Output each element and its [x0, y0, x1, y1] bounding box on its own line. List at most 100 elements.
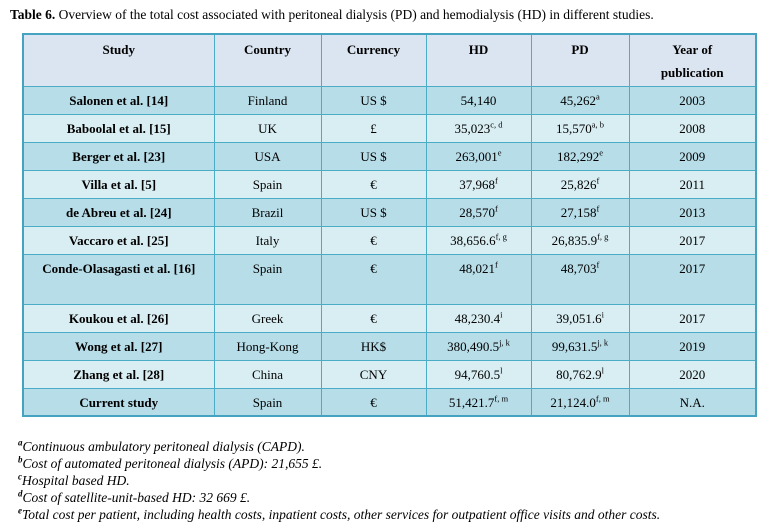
- cell-study: Villa et al. [5]: [22, 169, 215, 199]
- footnotes: aContinuous ambulatory peritoneal dialys…: [18, 438, 766, 523]
- cell-hd: 37,968f: [425, 169, 532, 199]
- cell-year: 2019: [628, 331, 757, 361]
- table-row-berger: Berger et al. [23] USA US $ 263,001e 182…: [22, 141, 757, 171]
- table-row-zhang: Zhang et al. [28] China CNY 94,760.5l 80…: [22, 359, 757, 389]
- table-row-vaccaro: Vaccaro et al. [25] Italy € 38,656.6f, g…: [22, 225, 757, 255]
- cell-hd: 35,023c, d: [425, 113, 532, 143]
- table-row-villa: Villa et al. [5] Spain € 37,968f 25,826f…: [22, 169, 757, 199]
- col-header-pd: PD: [530, 33, 630, 87]
- hd-footnote-marker: f, m: [494, 393, 509, 404]
- pd-footnote-marker: e: [599, 147, 604, 158]
- cell-hd: 380,490.5j, k: [425, 331, 532, 361]
- cell-country: Hong-Kong: [213, 331, 322, 361]
- table-row-conde-olasagasti: Conde-Olasagasti et al. [16] Spain € 48,…: [22, 253, 757, 305]
- pd-footnote-marker: f, g: [597, 231, 609, 242]
- col-header-currency: Currency: [320, 33, 427, 87]
- footnote-marker: e: [18, 505, 22, 516]
- cell-currency: US $: [320, 85, 427, 115]
- footnote-d: dCost of satellite-unit-based HD: 32 669…: [18, 488, 251, 505]
- cell-hd: 263,001e: [425, 141, 532, 171]
- cell-currency: HK$: [320, 331, 427, 361]
- table-caption: Table 6. Overview of the total cost asso…: [10, 6, 760, 23]
- cell-study: Wong et al. [27]: [22, 331, 215, 361]
- cell-study: Current study: [22, 387, 215, 417]
- cell-country: Finland: [213, 85, 322, 115]
- table-row-koukou: Koukou et al. [26] Greek € 48,230.4i 39,…: [22, 303, 757, 333]
- cell-study: Zhang et al. [28]: [22, 359, 215, 389]
- cell-pd: 15,570a, b: [530, 113, 630, 143]
- cell-country: Brazil: [213, 197, 322, 227]
- footnote-e: eTotal cost per patient, including healt…: [18, 505, 661, 522]
- cell-pd: 25,826f: [530, 169, 630, 199]
- cell-year: 2020: [628, 359, 757, 389]
- col-header-hd: HD: [425, 33, 532, 87]
- cell-pd: 48,703f: [530, 253, 630, 305]
- cell-currency: €: [320, 387, 427, 417]
- cell-hd: 94,760.5l: [425, 359, 532, 389]
- cell-currency: €: [320, 169, 427, 199]
- cell-currency: US $: [320, 197, 427, 227]
- footnote-a: aContinuous ambulatory peritoneal dialys…: [18, 437, 305, 454]
- cell-year: 2011: [628, 169, 757, 199]
- table-caption-text: Overview of the total cost associated wi…: [55, 7, 654, 22]
- pd-footnote-marker: j, k: [597, 337, 609, 348]
- cell-year: 2017: [628, 303, 757, 333]
- cell-study: de Abreu et al. [24]: [22, 197, 215, 227]
- cell-currency: €: [320, 303, 427, 333]
- cell-hd: 38,656.6f, g: [425, 225, 532, 255]
- cell-hd: 48,021f: [425, 253, 532, 305]
- cell-year: 2003: [628, 85, 757, 115]
- col-header-study: Study: [22, 33, 215, 87]
- hd-footnote-marker: f: [494, 175, 498, 186]
- cell-year: 2013: [628, 197, 757, 227]
- hd-footnote-marker: f, g: [495, 231, 507, 242]
- table-header-row: Study Country Currency HD PD Year of pub…: [22, 33, 757, 87]
- hd-footnote-marker: c, d: [490, 119, 503, 130]
- pd-footnote-marker: f: [596, 175, 600, 186]
- footnote-marker: c: [18, 471, 22, 482]
- pd-footnote-marker: a: [595, 91, 600, 102]
- footnote-marker: b: [18, 454, 23, 465]
- cell-hd: 48,230.4i: [425, 303, 532, 333]
- hd-footnote-marker: f: [494, 259, 498, 270]
- hd-footnote-marker: j, k: [499, 337, 510, 348]
- table-row-baboolal: Baboolal et al. [15] UK £ 35,023c, d 15,…: [22, 113, 757, 143]
- table-row-current-study: Current study Spain € 51,421.7f, m 21,12…: [22, 387, 757, 417]
- cell-pd: 27,158f: [530, 197, 630, 227]
- cell-pd: 45,262a: [530, 85, 630, 115]
- cell-hd: 54,140: [425, 85, 532, 115]
- footnote-marker: d: [18, 488, 23, 499]
- cell-country: Greek: [213, 303, 322, 333]
- cell-currency: €: [320, 253, 427, 305]
- cell-pd: 99,631.5j, k: [530, 331, 630, 361]
- cell-study: Koukou et al. [26]: [22, 303, 215, 333]
- cell-country: China: [213, 359, 322, 389]
- pd-footnote-marker: l: [601, 365, 604, 376]
- hd-footnote-marker: l: [500, 365, 503, 376]
- cell-pd: 39,051.6i: [530, 303, 630, 333]
- cell-year: 2017: [628, 225, 757, 255]
- cell-pd: 26,835.9f, g: [530, 225, 630, 255]
- cell-study: Baboolal et al. [15]: [22, 113, 215, 143]
- footnote-c: cHospital based HD.: [18, 471, 130, 488]
- table-row-wong: Wong et al. [27] Hong-Kong HK$ 380,490.5…: [22, 331, 757, 361]
- cell-currency: CNY: [320, 359, 427, 389]
- cell-study: Salonen et al. [14]: [22, 85, 215, 115]
- table-caption-number: Table 6.: [10, 7, 56, 22]
- col-header-year: Year of publication: [628, 33, 757, 87]
- pd-footnote-marker: a, b: [591, 119, 605, 130]
- cell-country: Italy: [213, 225, 322, 255]
- cell-country: Spain: [213, 253, 322, 305]
- footnote-b: bCost of automated peritoneal dialysis (…: [18, 454, 323, 471]
- cell-study: Vaccaro et al. [25]: [22, 225, 215, 255]
- pd-footnote-marker: f, m: [595, 393, 610, 404]
- pd-footnote-marker: f: [596, 203, 600, 214]
- table-row-salonen: Salonen et al. [14] Finland US $ 54,140 …: [22, 85, 757, 115]
- cell-currency: €: [320, 225, 427, 255]
- cell-pd: 182,292e: [530, 141, 630, 171]
- cell-country: USA: [213, 141, 322, 171]
- cell-study: Berger et al. [23]: [22, 141, 215, 171]
- footnote-marker: a: [18, 437, 23, 448]
- col-header-country: Country: [213, 33, 322, 87]
- cell-pd: 21,124.0f, m: [530, 387, 630, 417]
